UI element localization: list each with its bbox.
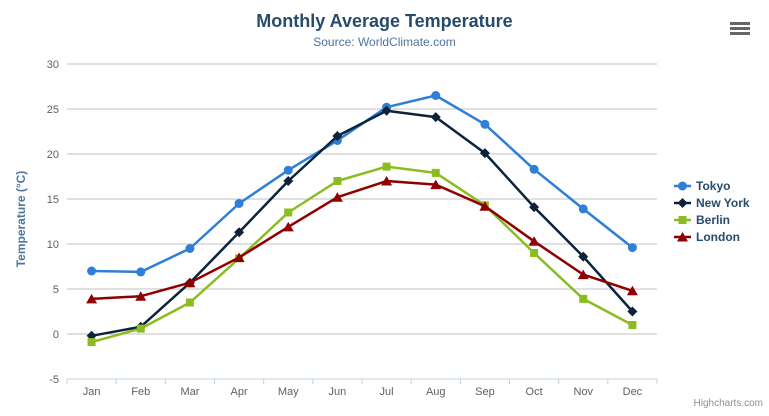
marker-square[interactable] <box>185 298 194 307</box>
marker-circle[interactable] <box>480 119 490 129</box>
marker-square[interactable] <box>431 168 440 177</box>
marker-circle[interactable] <box>87 266 97 276</box>
context-menu-button[interactable] <box>730 20 750 39</box>
xaxis-label: Jul <box>380 386 394 398</box>
xaxis-label: Mar <box>180 386 199 398</box>
xaxis-label: Feb <box>131 386 150 398</box>
marker-square[interactable] <box>628 321 637 329</box>
marker-diamond[interactable] <box>234 227 245 238</box>
marker-triangle[interactable] <box>479 201 491 211</box>
marker-triangle[interactable] <box>430 179 442 190</box>
marker-circle[interactable] <box>431 91 441 100</box>
credits-link[interactable]: Highcharts.com <box>693 398 763 409</box>
xaxis-label: May <box>278 386 299 398</box>
marker-circle[interactable] <box>136 267 146 277</box>
yaxis-tick-label: 0 <box>53 329 59 341</box>
marker-triangle[interactable] <box>626 285 638 296</box>
legend: Tokyo New York Berlin London <box>674 177 750 245</box>
marker-triangle[interactable] <box>135 291 147 301</box>
legend-label: Tokyo <box>696 178 731 193</box>
marker-diamond[interactable] <box>430 112 441 123</box>
marker-triangle[interactable] <box>677 231 688 242</box>
marker-diamond[interactable] <box>677 197 688 208</box>
marker-triangle[interactable] <box>86 293 98 304</box>
series-new-york[interactable] <box>86 105 638 341</box>
marker-circle[interactable] <box>529 164 539 174</box>
legend-marker-icon <box>674 231 691 242</box>
marker-square[interactable] <box>333 177 342 185</box>
marker-triangle[interactable] <box>282 221 294 232</box>
marker-square[interactable] <box>678 215 687 224</box>
marker-circle[interactable] <box>627 243 637 253</box>
hamburger-icon <box>730 32 750 35</box>
yaxis-tick-label: 20 <box>47 149 59 161</box>
xaxis-label: Oct <box>526 386 543 398</box>
legend-item-berlin[interactable]: Berlin <box>674 211 750 228</box>
marker-triangle[interactable] <box>233 252 245 263</box>
series-tokyo[interactable] <box>87 91 637 277</box>
marker-triangle[interactable] <box>528 236 540 246</box>
legend-marker-icon <box>674 181 691 190</box>
series-line-tokyo[interactable] <box>90 94 634 274</box>
xaxis-label: Aug <box>426 386 446 398</box>
marker-diamond[interactable] <box>529 202 540 213</box>
hamburger-icon <box>730 22 750 25</box>
chart-subtitle: Source: WorldClimate.com <box>313 35 456 49</box>
legend-label: London <box>696 229 740 244</box>
marker-square[interactable] <box>87 338 96 347</box>
marker-diamond[interactable] <box>381 105 392 116</box>
xaxis-label: Jun <box>329 386 347 398</box>
chart-title: Monthly Average Temperature <box>256 11 513 31</box>
marker-diamond[interactable] <box>627 306 638 317</box>
xaxis-label: Jan <box>83 386 101 398</box>
yaxis-tick-label: 10 <box>47 239 59 251</box>
xaxis-label: Sep <box>475 386 495 398</box>
marker-diamond[interactable] <box>578 251 589 262</box>
xaxis-label: Apr <box>231 386 248 398</box>
legend-label: New York <box>696 195 750 210</box>
marker-circle[interactable] <box>234 199 244 208</box>
series-line-new-york[interactable] <box>90 109 634 338</box>
marker-diamond[interactable] <box>283 176 294 186</box>
marker-circle[interactable] <box>678 181 687 190</box>
marker-square[interactable] <box>530 249 539 257</box>
yaxis-tick-label: 15 <box>47 194 59 206</box>
series-london[interactable] <box>86 176 638 304</box>
series-line-london[interactable] <box>90 179 634 301</box>
legend-marker-icon <box>674 215 691 224</box>
marker-circle[interactable] <box>185 244 195 253</box>
legend-item-london[interactable]: London <box>674 228 750 245</box>
marker-triangle[interactable] <box>381 176 393 186</box>
legend-item-tokyo[interactable]: Tokyo <box>674 177 750 194</box>
legend-marker-icon <box>674 197 691 208</box>
xaxis-label: Dec <box>623 386 643 398</box>
yaxis-tick-label: 25 <box>47 104 59 116</box>
marker-square[interactable] <box>284 208 293 217</box>
legend-label: Berlin <box>696 212 731 227</box>
xaxis-label: Nov <box>573 386 593 398</box>
yaxis-tick-label: 30 <box>47 59 59 71</box>
marker-triangle[interactable] <box>184 277 196 288</box>
legend-item-new-york[interactable]: New York <box>674 194 750 211</box>
marker-square[interactable] <box>579 294 588 303</box>
yaxis-tick-label: 5 <box>53 284 59 296</box>
marker-square[interactable] <box>382 162 391 171</box>
yaxis-tick-label: -5 <box>49 374 59 386</box>
marker-diamond[interactable] <box>332 131 343 141</box>
series-line-berlin[interactable] <box>90 165 634 344</box>
marker-square[interactable] <box>136 324 145 333</box>
marker-circle[interactable] <box>578 204 588 214</box>
hamburger-icon <box>730 27 750 30</box>
marker-diamond[interactable] <box>479 148 490 159</box>
marker-circle[interactable] <box>283 165 293 175</box>
marker-triangle[interactable] <box>577 269 589 280</box>
marker-triangle[interactable] <box>331 192 343 202</box>
